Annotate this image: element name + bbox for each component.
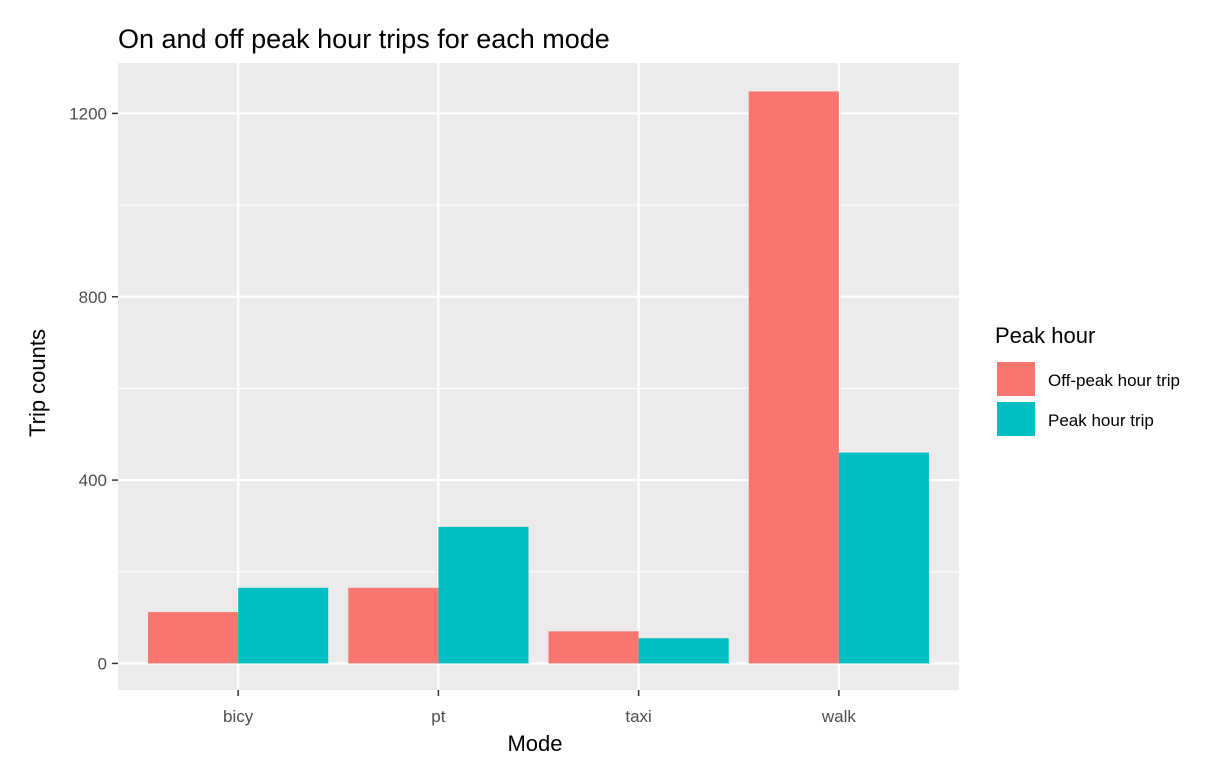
legend-label-peak: Peak hour trip — [1048, 411, 1154, 430]
bar-walk-peak — [838, 452, 929, 664]
legend-label-off-peak: Off-peak hour trip — [1048, 371, 1180, 390]
bar-bicy-peak — [238, 587, 329, 664]
legend-key-peak — [997, 402, 1035, 436]
x-axis-title: Mode — [507, 731, 562, 756]
y-axis-title: Trip counts — [25, 329, 50, 437]
x-tick-label: bicy — [223, 707, 254, 726]
y-tick-label: 0 — [98, 654, 107, 673]
bar-pt-peak — [438, 526, 529, 664]
y-tick-label: 1200 — [69, 104, 107, 123]
x-axis: bicy pt taxi walk — [223, 690, 856, 726]
chart-title: On and off peak hour trips for each mode — [118, 24, 610, 54]
legend-key-off-peak — [997, 362, 1035, 396]
x-tick-label: walk — [821, 707, 857, 726]
bars — [148, 91, 929, 664]
x-tick-label: pt — [431, 707, 445, 726]
legend: Peak hour Off-peak hour trip Peak hour t… — [995, 323, 1180, 436]
bar-walk-off-peak — [748, 91, 839, 664]
bar-bicy-off-peak — [148, 612, 239, 664]
bar-taxi-peak — [638, 638, 729, 664]
legend-title: Peak hour — [995, 323, 1095, 348]
y-tick-label: 400 — [79, 471, 107, 490]
bar-pt-off-peak — [348, 587, 439, 664]
x-tick-label: taxi — [625, 707, 651, 726]
y-tick-label: 800 — [79, 288, 107, 307]
y-axis: 0 400 800 1200 — [69, 104, 118, 673]
bar-taxi-off-peak — [548, 631, 639, 664]
